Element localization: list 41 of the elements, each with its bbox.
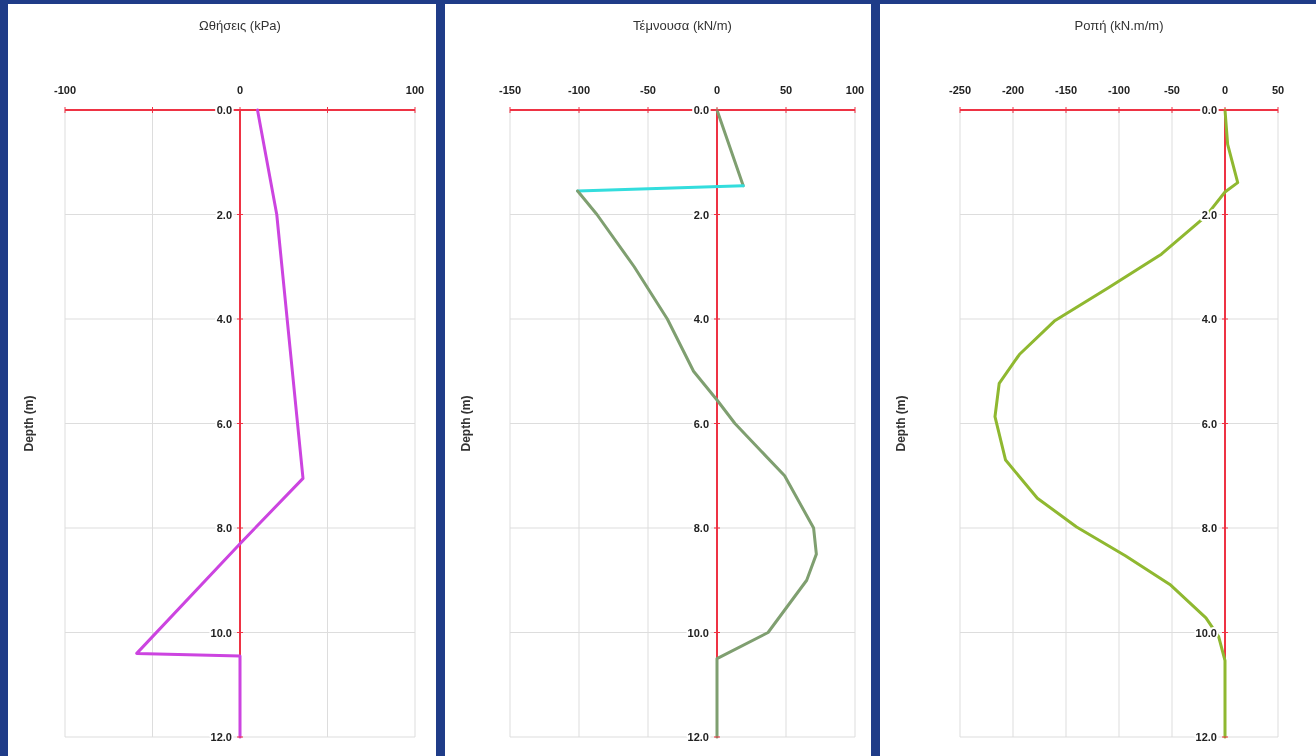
x-tick-label: 50 (1271, 84, 1285, 96)
x-tick-label: -150 (1054, 84, 1078, 96)
y-tick-label: 4.0 (216, 313, 232, 325)
x-tick-label: 100 (845, 84, 865, 96)
x-tick-label: 0 (236, 84, 244, 96)
chart-title: Τέμνουσα (kN/m) (633, 18, 732, 33)
y-tick-label: 6.0 (693, 417, 709, 430)
y-tick-label: 4.0 (693, 313, 709, 325)
y-tick-label: 8.0 (216, 522, 232, 534)
x-tick-label: -250 (948, 84, 972, 96)
x-tick-label: 100 (405, 84, 425, 96)
y-tick-label: 6.0 (1201, 417, 1217, 430)
x-tick-label: 0 (1221, 84, 1229, 96)
y-tick-label: 4.0 (1201, 313, 1217, 325)
y-tick-label: 8.0 (693, 522, 709, 534)
line-series (993, 108, 1240, 739)
y-tick-label: 2.0 (693, 208, 709, 221)
x-tick-label: -100 (567, 84, 591, 96)
x-tick-label: -100 (1107, 84, 1131, 96)
y-tick-label: 12.0 (1195, 731, 1217, 743)
y-axis-title: Depth (m) (459, 395, 473, 452)
x-tick-label: 0 (713, 84, 721, 96)
x-tick-label: -200 (1001, 84, 1025, 96)
line-series (135, 108, 305, 739)
y-tick-label: 12.0 (210, 731, 232, 743)
x-tick-label: -100 (53, 84, 77, 96)
chart-title: Ωθήσεις (kPa) (199, 18, 281, 33)
x-tick-label: 50 (779, 84, 793, 96)
x-tick-label: -50 (640, 84, 656, 96)
y-tick-label: 8.0 (1201, 522, 1217, 534)
y-tick-label: 10.0 (210, 626, 232, 639)
y-tick-label: 2.0 (216, 208, 232, 221)
y-axis-title: Depth (m) (22, 395, 36, 452)
x-tick-label: -150 (498, 84, 522, 96)
chart-title: Ροπή (kN.m/m) (1074, 18, 1164, 33)
line-series (576, 189, 818, 739)
x-tick-label: -50 (1164, 84, 1180, 96)
y-tick-label: 6.0 (216, 417, 232, 430)
y-tick-label: 12.0 (687, 731, 709, 743)
y-axis-title: Depth (m) (894, 395, 908, 452)
y-tick-label: 10.0 (687, 626, 709, 639)
